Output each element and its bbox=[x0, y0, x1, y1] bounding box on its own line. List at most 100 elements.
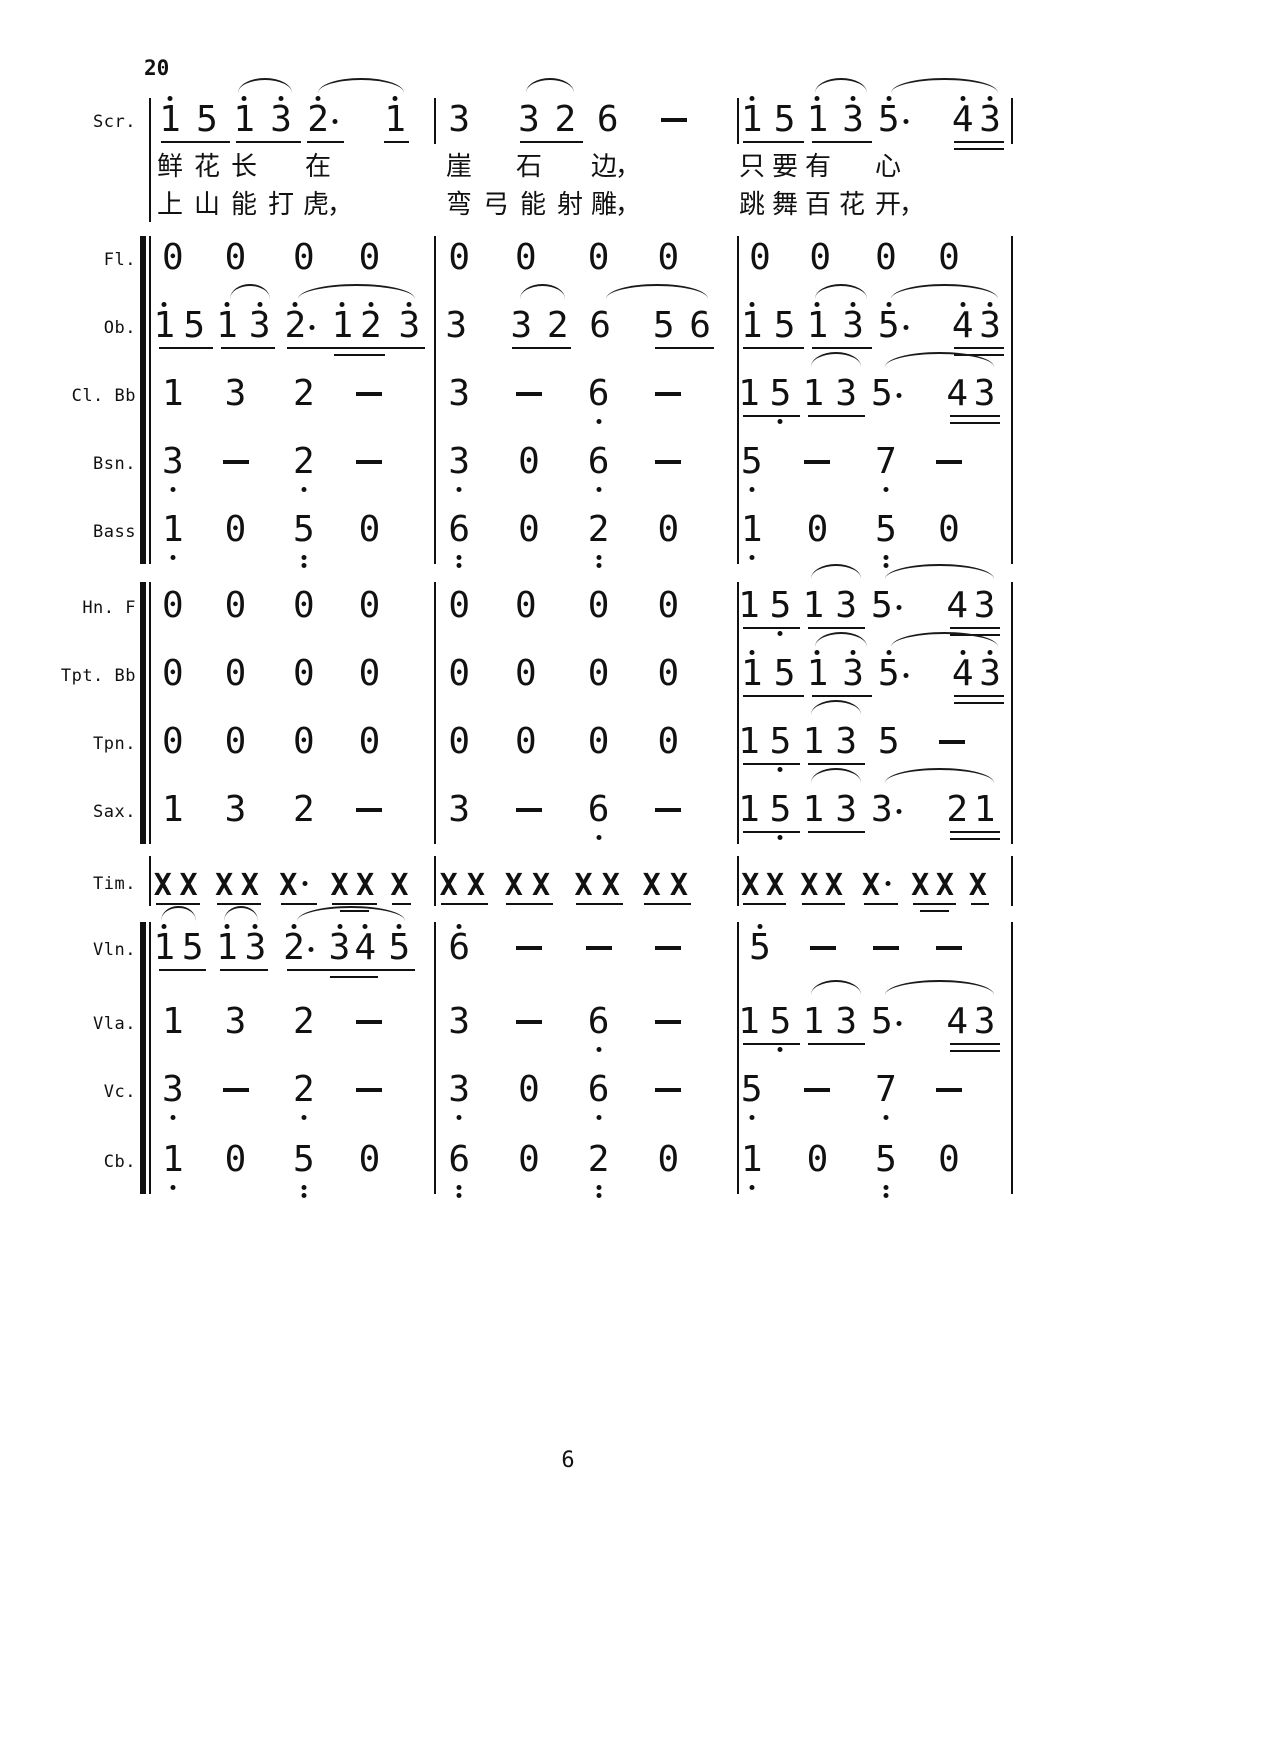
rest-note: 0 bbox=[518, 509, 540, 550]
beam-line bbox=[333, 353, 386, 356]
staff-label: Cl. Bb bbox=[71, 386, 136, 406]
rest-note: 0 bbox=[515, 585, 537, 626]
note: 5 bbox=[877, 99, 900, 140]
rest-note: 0 bbox=[358, 585, 381, 626]
octave-dot-above bbox=[406, 302, 412, 307]
barline bbox=[149, 582, 151, 844]
rest-note: 0 bbox=[224, 509, 247, 550]
beam-line bbox=[807, 415, 866, 418]
lyric-char: 鲜 bbox=[156, 152, 184, 182]
percussion-note: X bbox=[153, 868, 172, 903]
percussion-note: X bbox=[911, 868, 930, 903]
octave-dot-above bbox=[339, 302, 345, 307]
barline bbox=[149, 236, 151, 564]
note: 6 bbox=[589, 305, 611, 346]
beam-line bbox=[441, 903, 488, 906]
beam-line bbox=[950, 421, 1000, 424]
octave-dot-below bbox=[883, 1193, 889, 1198]
note: 5 bbox=[871, 1001, 893, 1042]
note: 3 bbox=[224, 1001, 247, 1042]
beam-line bbox=[306, 141, 344, 144]
beam-line bbox=[216, 903, 262, 906]
note: 5 bbox=[773, 305, 796, 346]
beam-line bbox=[913, 903, 956, 906]
octave-dot-above bbox=[337, 924, 343, 929]
rest-note: 0 bbox=[749, 237, 771, 278]
staff-label: Tpn. bbox=[93, 734, 136, 754]
note: 3 bbox=[448, 99, 471, 140]
barline bbox=[737, 98, 739, 144]
note: 1 bbox=[738, 373, 760, 414]
percussion-note: X bbox=[824, 868, 843, 903]
barline bbox=[434, 236, 436, 564]
slur-arc bbox=[814, 78, 867, 93]
rest-note: 0 bbox=[358, 721, 381, 762]
lyric-char: ， bbox=[326, 190, 354, 220]
octave-dot-below bbox=[777, 767, 783, 772]
dash-note bbox=[585, 946, 612, 950]
augmentation-dot bbox=[896, 605, 902, 610]
beam-line bbox=[811, 141, 873, 144]
augmentation-dot bbox=[302, 881, 308, 886]
note: 3 bbox=[973, 585, 996, 626]
note: 6 bbox=[587, 1001, 610, 1042]
beam-line bbox=[235, 141, 302, 144]
note: 1 bbox=[738, 789, 760, 830]
percussion-note: X bbox=[642, 868, 661, 903]
note: 2 bbox=[587, 509, 610, 550]
octave-dot-above bbox=[850, 96, 856, 101]
dash-note bbox=[515, 808, 542, 812]
staff-label: Tpt. Bb bbox=[60, 666, 136, 686]
octave-dot-below bbox=[596, 1185, 602, 1190]
augmentation-dot bbox=[896, 393, 902, 398]
beam-line bbox=[155, 903, 200, 906]
slur-arc bbox=[525, 78, 575, 93]
beam-line bbox=[392, 903, 411, 906]
beam-line bbox=[970, 903, 989, 906]
note: 7 bbox=[875, 441, 897, 482]
note: 1 bbox=[806, 653, 829, 694]
beam-line bbox=[743, 347, 804, 350]
barline bbox=[737, 582, 739, 844]
beam-line bbox=[807, 763, 866, 766]
rest-note: 0 bbox=[806, 1139, 829, 1180]
dash-note bbox=[515, 946, 542, 950]
beam-line bbox=[158, 347, 213, 350]
staff-label: Tim. bbox=[93, 874, 136, 894]
rest-note: 0 bbox=[587, 585, 610, 626]
lyric-char: ， bbox=[614, 190, 642, 220]
dash-note bbox=[938, 740, 965, 744]
barline bbox=[149, 922, 151, 1194]
note: 3 bbox=[270, 99, 292, 140]
rest-note: 0 bbox=[358, 653, 381, 694]
dash-note bbox=[655, 808, 682, 812]
note: 5 bbox=[196, 99, 218, 140]
beam-line bbox=[807, 831, 866, 834]
beam-line bbox=[519, 141, 584, 144]
note: 3 bbox=[448, 1069, 471, 1110]
dash-note bbox=[356, 1088, 383, 1092]
octave-dot-above bbox=[814, 650, 820, 655]
note: 3 bbox=[979, 653, 1001, 694]
dash-note bbox=[356, 808, 383, 812]
octave-dot-below bbox=[301, 555, 307, 560]
octave-dot-below bbox=[456, 1115, 462, 1120]
lyric-char: 花 bbox=[193, 152, 221, 182]
slur-arc bbox=[161, 906, 196, 921]
note: 1 bbox=[802, 721, 825, 762]
lyric-char: 跳 bbox=[738, 190, 766, 220]
barline bbox=[1011, 582, 1013, 844]
note: 4 bbox=[946, 1001, 969, 1042]
note: 3 bbox=[448, 441, 471, 482]
note: 3 bbox=[224, 789, 247, 830]
note: 3 bbox=[842, 305, 864, 346]
note: 5 bbox=[871, 585, 893, 626]
note: 1 bbox=[740, 509, 763, 550]
dash-note bbox=[655, 460, 682, 464]
percussion-note: X bbox=[439, 868, 458, 903]
slur-arc bbox=[810, 564, 862, 579]
note: 3 bbox=[448, 373, 471, 414]
dash-note bbox=[356, 460, 383, 464]
dash-note bbox=[935, 946, 962, 950]
